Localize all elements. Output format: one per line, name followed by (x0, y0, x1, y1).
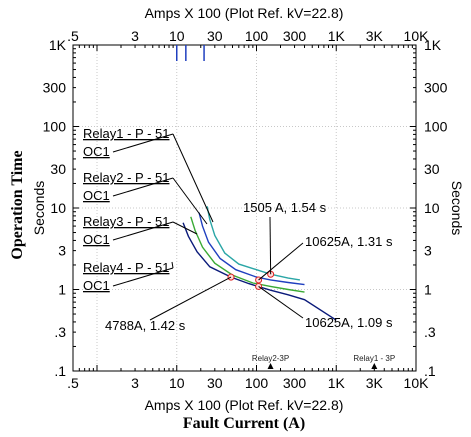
x-tick-label-bottom: 3 (131, 375, 139, 391)
relay-curve-3 (190, 216, 305, 293)
y-tick-label-right: 1 (424, 282, 432, 298)
annotation-leader (258, 242, 304, 281)
y-tick-label-right: 10 (424, 200, 440, 216)
bottom-marker-label: Relay2-3P (252, 354, 289, 363)
relay-label-connector (112, 133, 174, 153)
relay-label-leader (172, 221, 198, 235)
point-annotation: 4788A, 1.42 s (105, 318, 186, 333)
relay-label-line2: OC1 (83, 144, 110, 159)
relay-label-line1: Relay2 - P - 51 (83, 170, 169, 185)
y-tick-label-left: 1K (49, 37, 67, 53)
relay-label-line1: Relay3 - P - 51 (83, 214, 169, 229)
y-tick-label-right: 1K (424, 37, 442, 53)
y-tick-label-left: 10 (50, 200, 66, 216)
annotation-leader (269, 216, 272, 275)
y-tick-label-right: .1 (424, 363, 436, 379)
x-tick-label-top: 30 (207, 28, 223, 44)
bottom-axis-title: Amps X 100 (Plot Ref. kV=22.8) (145, 397, 344, 413)
y-tick-label-right: 3 (424, 243, 432, 259)
x-tick-label-bottom: 10K (404, 375, 430, 391)
x-tick-label-bottom: 30 (207, 375, 223, 391)
x-tick-label-top: .5 (67, 28, 79, 44)
relay-label-line1: Relay4 - P - 51 (83, 260, 169, 275)
x-axis-title: Fault Current (A) (183, 415, 305, 432)
relay-label-line2: OC1 (83, 232, 110, 247)
x-tick-label-bottom: 3K (366, 375, 384, 391)
relay-label-connector (112, 221, 174, 241)
y-tick-label-right: 300 (424, 80, 448, 96)
point-annotation: 10625A, 1.09 s (305, 315, 393, 330)
x-tick-label-bottom: 1K (328, 375, 346, 391)
relay-label-leader (171, 261, 174, 269)
x-tick-label-bottom: 100 (245, 375, 269, 391)
y-tick-label-left: .3 (54, 324, 66, 340)
x-tick-label-top: 10K (404, 28, 430, 44)
relay-label-line1: Relay1 - P - 51 (83, 126, 169, 141)
bottom-arrow-marker (267, 363, 274, 369)
y-tick-label-left: 1 (58, 282, 66, 298)
x-tick-label-top: 100 (245, 28, 269, 44)
y-tick-label-left: 100 (43, 119, 67, 135)
relay-label-connector (112, 177, 174, 197)
x-tick-label-bottom: 10 (169, 375, 185, 391)
bottom-arrow-marker (371, 363, 378, 369)
y-axis-title: Operation Time (9, 150, 26, 259)
relay-curve-1 (206, 206, 301, 281)
point-annotation: 10625A, 1.31 s (305, 234, 393, 249)
relay-curve-4 (182, 222, 337, 321)
relay-curve-2 (198, 212, 305, 286)
relay-label-line2: OC1 (83, 188, 110, 203)
y-axis-subtitle: Seconds (31, 181, 47, 235)
x-tick-label-top: 3K (366, 28, 384, 44)
y-tick-label-right: .3 (424, 324, 436, 340)
relay-label-connector (112, 267, 174, 287)
right-axis-title: Seconds (449, 181, 465, 235)
annotation-leader (149, 276, 232, 321)
x-tick-label-bottom: 300 (283, 375, 307, 391)
point-annotation: 1505 A, 1.54 s (243, 200, 327, 215)
y-tick-label-left: 300 (43, 80, 67, 96)
x-tick-label-top: 1K (328, 28, 346, 44)
relay-label-leader (172, 177, 208, 225)
x-tick-label-top: 10 (169, 28, 185, 44)
y-tick-label-left: 3 (58, 243, 66, 259)
y-tick-label-left: .1 (54, 363, 66, 379)
bottom-marker-label: Relay1 - 3P (353, 354, 395, 363)
y-tick-label-left: 30 (50, 161, 66, 177)
x-tick-label-bottom: .5 (67, 375, 79, 391)
annotation-leader (258, 286, 304, 319)
x-tick-label-top: 3 (131, 28, 139, 44)
relay-label-line2: OC1 (83, 278, 110, 293)
relay-label-leader (172, 133, 214, 223)
y-tick-label-right: 100 (424, 119, 448, 135)
x-tick-label-top: 300 (283, 28, 307, 44)
top-axis-title: Amps X 100 (Plot Ref. kV=22.8) (145, 5, 344, 21)
y-tick-label-right: 30 (424, 161, 440, 177)
